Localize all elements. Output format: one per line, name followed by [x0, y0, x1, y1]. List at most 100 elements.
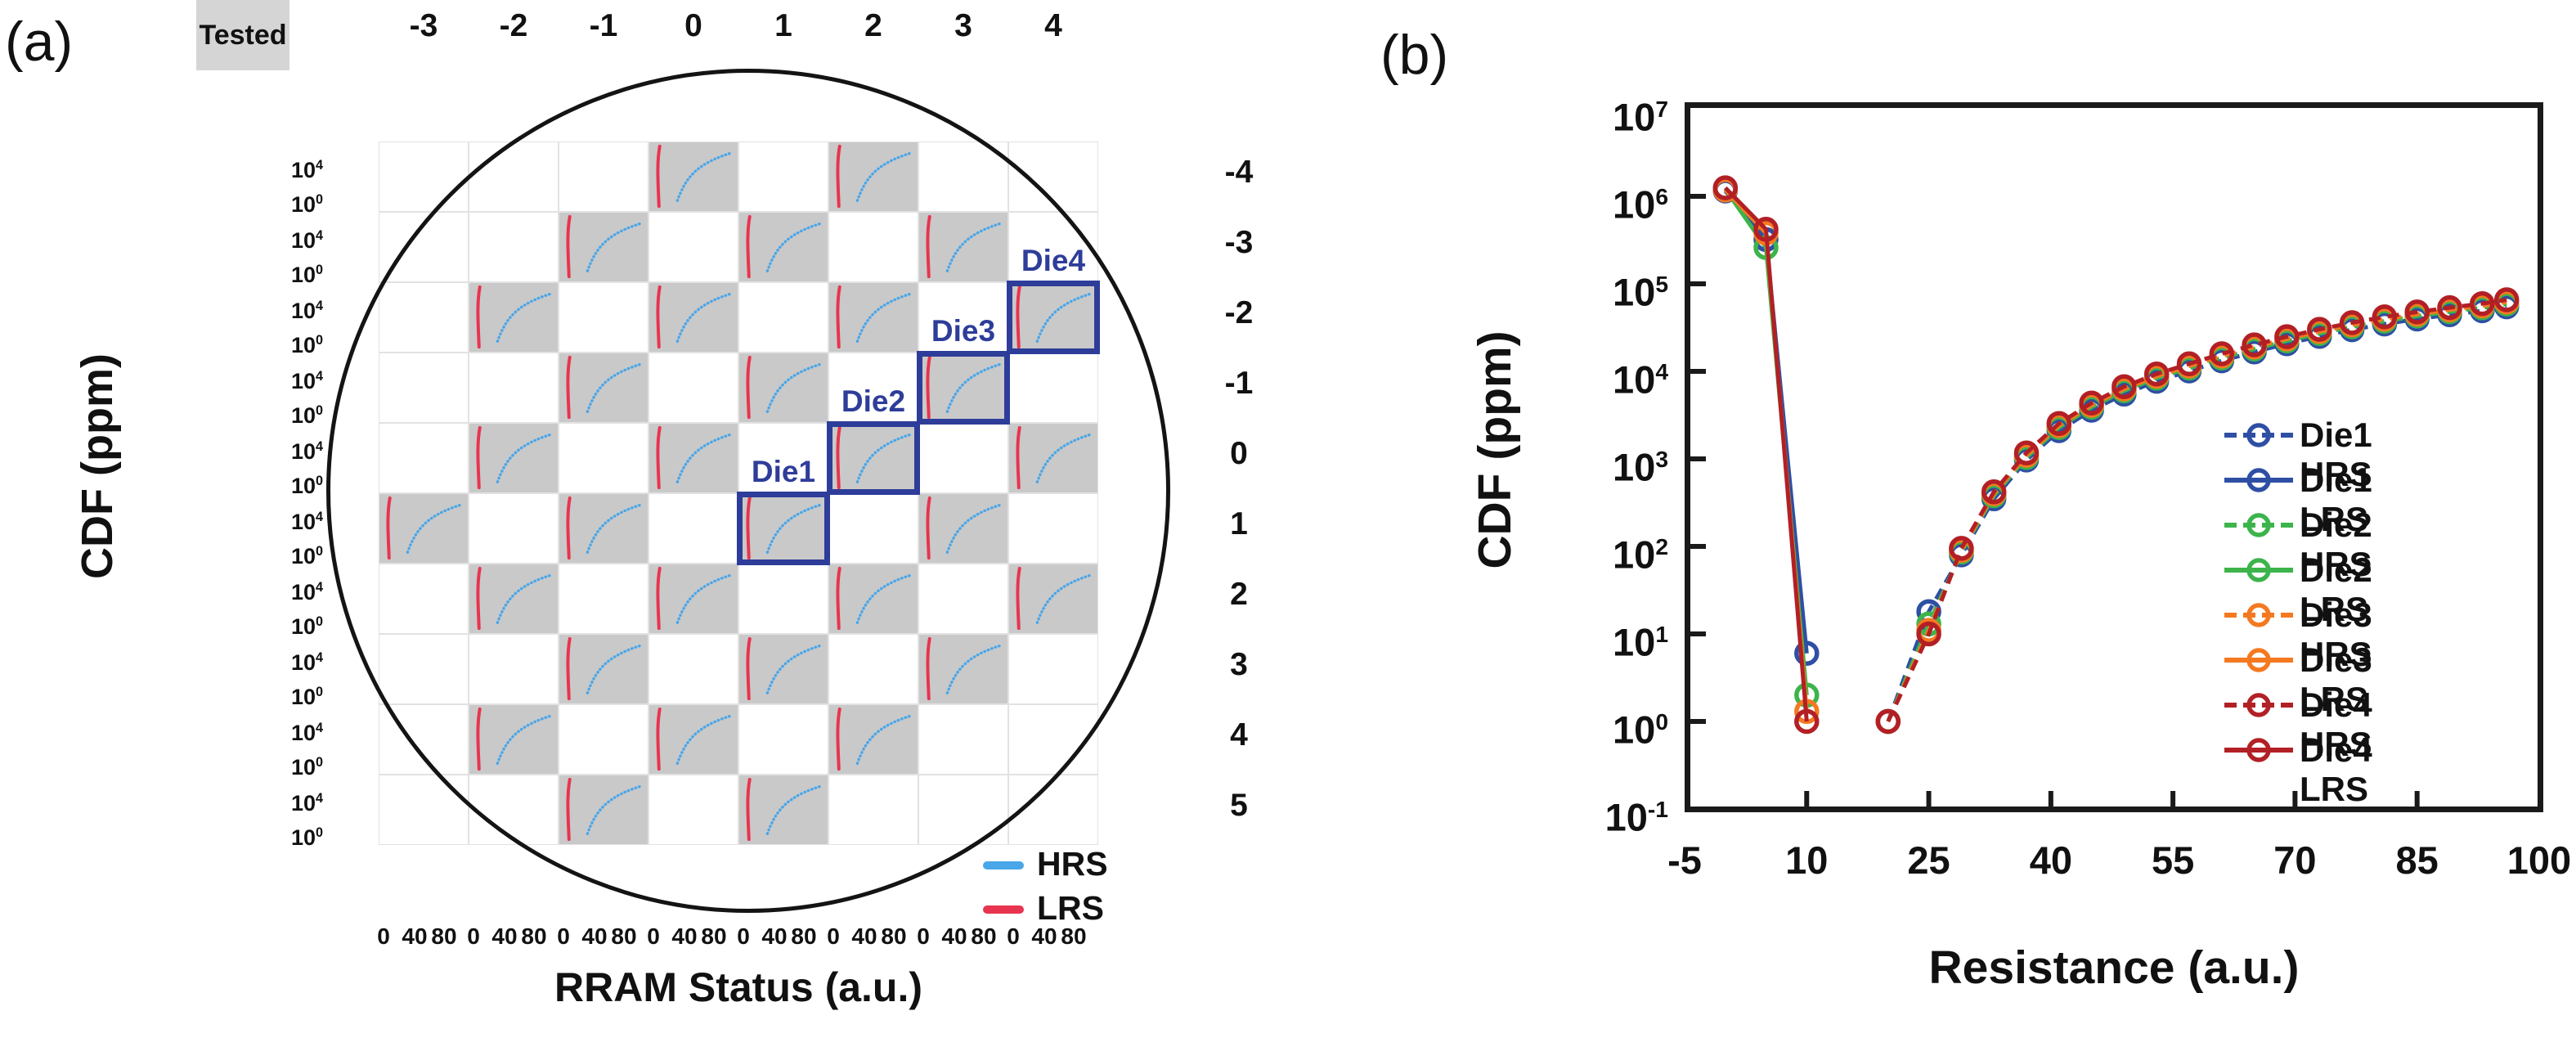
- wafer-subplot-ytick-lo: 100: [233, 819, 323, 852]
- wafer-cell-miniplot: [746, 355, 824, 420]
- tick-exponent: 4: [315, 439, 323, 454]
- panel-b-ytick-10e-1: 10-1: [1537, 784, 1668, 843]
- wafer-cell-tested: [918, 493, 1008, 564]
- miniplot-hrs-curve: [675, 292, 734, 343]
- miniplot-lrs-curve: [476, 707, 482, 771]
- wafer-cell-tested: [648, 282, 738, 353]
- wafer-row-label: 4: [1230, 717, 1248, 753]
- miniplot-lrs-curve: [746, 496, 752, 560]
- tick-exponent: 0: [315, 192, 323, 207]
- wafer-subplot-xtick: 40: [671, 923, 698, 949]
- wafer-cell-miniplot: [746, 214, 824, 279]
- wafer-subplot-ytick-hi: 104: [233, 151, 323, 184]
- miniplot-lrs-curve: [566, 355, 572, 420]
- miniplot-lrs-curve: [476, 425, 482, 490]
- wafer-subplot-ytick-hi: 104: [233, 714, 323, 747]
- miniplot-lrs-curve: [926, 355, 931, 420]
- wafer-cell-untested: [828, 493, 918, 564]
- miniplot-hrs-curve: [765, 222, 824, 272]
- wafer-subplot-xtick: 0: [827, 923, 840, 949]
- panel-a-y-axis-label-text: CDF (ppm): [73, 353, 122, 579]
- tick-base: 10: [1613, 708, 1656, 752]
- panel-b-xtick-85: 85: [2395, 838, 2439, 882]
- wafer-subplot-ytick-hi: 104: [233, 573, 323, 606]
- wafer-cell-untested: [379, 282, 469, 353]
- wafer-cell-miniplot: [836, 707, 913, 771]
- wafer-col-label: 4: [1044, 8, 1062, 43]
- wafer-cell-miniplot: [656, 566, 734, 631]
- wafer-cell-untested: [379, 564, 469, 634]
- miniplot-hrs-curve: [675, 573, 734, 624]
- miniplot-hrs-curve: [1035, 573, 1093, 624]
- wafer-cell-miniplot: [566, 777, 644, 842]
- wafer-subplot-ytick-hi: 104: [233, 362, 323, 395]
- wafer-cell-tested: [559, 353, 648, 423]
- wafer-cell-miniplot: [566, 355, 644, 420]
- miniplot-lrs-curve: [386, 496, 392, 560]
- miniplot-hrs-curve: [496, 714, 554, 765]
- wafer-cell-untested: [469, 212, 559, 282]
- wafer-cell-miniplot: [476, 707, 554, 771]
- wafer-cell-untested: [738, 423, 828, 493]
- wafer-cell-untested: [1008, 212, 1098, 282]
- wafer-cell-tested: [379, 493, 469, 564]
- wafer-cell-untested: [738, 142, 828, 212]
- panel-b-y-axis-label-text: CDF (ppm): [1469, 330, 1521, 569]
- tick-base: 10: [290, 158, 316, 182]
- miniplot-hrs-curve: [675, 151, 734, 202]
- panel-b-xtick-40: 40: [2029, 838, 2072, 882]
- wafer-row-label: 3: [1230, 647, 1248, 682]
- tick-exponent: 4: [315, 158, 323, 173]
- wafer-row-label: -4: [1224, 155, 1254, 190]
- wafer-cell-untested: [559, 282, 648, 353]
- wafer-cell-tested: [648, 564, 738, 634]
- wafer-cell-tested: [918, 634, 1008, 704]
- die-box-die2: [827, 421, 920, 495]
- tick-exponent: 5: [1655, 271, 1668, 297]
- panel-b-ytick-10e6: 106: [1537, 172, 1668, 230]
- miniplot-hrs-curve: [586, 503, 644, 554]
- miniplot-hrs-curve: [765, 784, 824, 835]
- wafer-cell-untested: [918, 142, 1008, 212]
- wafer-cell-tested: [828, 704, 918, 775]
- panel-b-tag: (b): [1380, 24, 1449, 86]
- tick-base: 10: [290, 721, 316, 745]
- miniplot-lrs-curve: [476, 285, 482, 349]
- wafer-subplot-xtick: 40: [761, 923, 788, 949]
- wafer-cell-untested: [379, 212, 469, 282]
- wafer-cell-untested: [828, 212, 918, 282]
- tick-base: 10: [1613, 620, 1656, 664]
- wafer-cell-tested: [1008, 564, 1098, 634]
- tick-base: 10: [1613, 532, 1656, 577]
- miniplot-hrs-curve: [586, 644, 644, 694]
- miniplot-lrs-curve: [746, 777, 752, 842]
- tick-exponent: 0: [315, 825, 323, 840]
- wafer-cell-tested: [648, 423, 738, 493]
- tick-base: 10: [290, 685, 316, 709]
- wafer-row-label: -3: [1224, 225, 1254, 260]
- tick-base: 10: [290, 544, 316, 568]
- miniplot-hrs-curve: [496, 433, 554, 483]
- wafer-cell-miniplot: [566, 636, 644, 701]
- miniplot-hrs-curve: [945, 644, 1003, 694]
- wafer-row-label: 5: [1230, 788, 1248, 823]
- wafer-subplot-xtick: 80: [971, 923, 997, 949]
- wafer-cell-untested: [648, 493, 738, 564]
- tick-exponent: 0: [315, 755, 323, 770]
- panel-b-xtick--5: -5: [1667, 838, 1702, 882]
- wafer-cell-miniplot: [836, 425, 913, 490]
- wafer-cell-tested: [559, 775, 648, 845]
- wafer-subplot-ytick-lo: 100: [233, 256, 323, 289]
- panel-b-ytick-10e3: 103: [1537, 434, 1668, 492]
- wafer-subplot-ytick-hi: 104: [233, 433, 323, 465]
- tick-exponent: 4: [315, 299, 323, 313]
- wafer-cell-miniplot: [476, 566, 554, 631]
- tick-exponent: 0: [315, 614, 323, 629]
- wafer-cell-untested: [828, 634, 918, 704]
- wafer-cell-miniplot: [836, 285, 913, 349]
- wafer-cell-tested: [648, 142, 738, 212]
- tick-exponent: 0: [315, 263, 323, 277]
- wafer-cell-miniplot: [746, 777, 824, 842]
- wafer-cell-untested: [918, 282, 1008, 353]
